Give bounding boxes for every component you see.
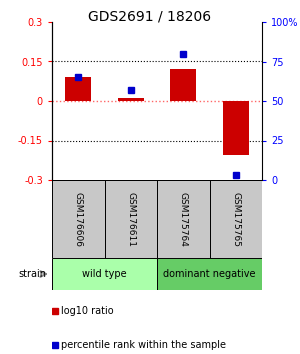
Bar (65, 77, 92, 101)
Bar (157, 258, 262, 290)
Text: GSM176611: GSM176611 (126, 192, 135, 246)
Text: wild type: wild type (82, 269, 127, 279)
Bar (170, 69, 197, 101)
Text: GSM175764: GSM175764 (179, 192, 188, 246)
Bar (209, 180, 262, 258)
Text: GDS2691 / 18206: GDS2691 / 18206 (88, 10, 212, 24)
Bar (52, 180, 104, 258)
Bar (104, 180, 157, 258)
Text: GSM176606: GSM176606 (74, 192, 83, 246)
Bar (157, 180, 209, 258)
Text: dominant negative: dominant negative (163, 269, 256, 279)
Bar (223, 101, 249, 155)
Text: strain: strain (18, 269, 46, 279)
Text: percentile rank within the sample: percentile rank within the sample (61, 340, 226, 350)
Text: GSM175765: GSM175765 (231, 192, 240, 246)
Bar (52, 258, 157, 290)
Bar (118, 98, 144, 101)
Text: log10 ratio: log10 ratio (61, 306, 114, 316)
